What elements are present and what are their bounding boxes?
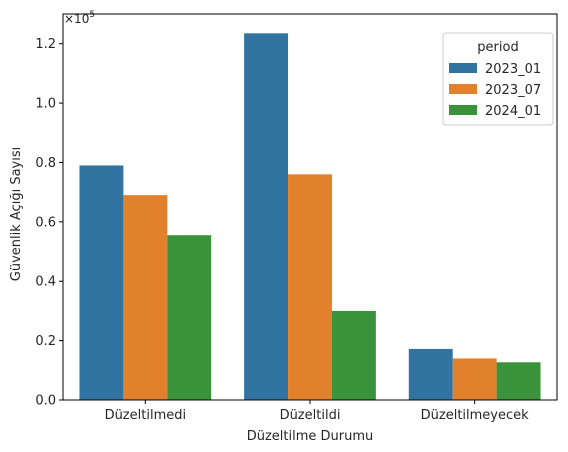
- x-tick-label: Düzeltilmeyecek: [421, 408, 530, 423]
- legend-items: 2023_01 2023_07 2024_01: [449, 62, 541, 119]
- legend: period 2023_01 2023_07 2024_01: [442, 32, 554, 126]
- bar-2024_01-2: [496, 362, 541, 400]
- bar-2023_07-0: [123, 195, 168, 400]
- y-offset-exponent: 5: [89, 10, 95, 20]
- x-axis: Düzeltilmedi Düzeltildi Düzeltilmeyecek: [105, 400, 530, 423]
- bars-group: [79, 33, 541, 401]
- legend-box: [442, 32, 554, 126]
- y-tick-label: 1.0: [35, 97, 56, 112]
- y-tick-label: 0.4: [35, 275, 56, 290]
- y-tick-label: 0.0: [35, 394, 56, 409]
- y-offset-text: ×105: [64, 10, 95, 26]
- y-tick-label: 0.2: [35, 334, 56, 349]
- x-axis-label: Düzeltilme Durumu: [247, 429, 374, 444]
- x-tick-label: Düzeltilmedi: [105, 408, 187, 423]
- y-axis: 0.0 0.2 0.4 0.6 0.8 1.0 1.2: [35, 37, 63, 409]
- x-tick-label: Düzeltildi: [280, 408, 341, 423]
- y-tick-label: 0.8: [35, 156, 56, 171]
- legend-swatch-2024_01: [449, 105, 477, 115]
- bar-2023_01-2: [408, 348, 453, 400]
- legend-label-2023_07: 2023_07: [485, 83, 541, 98]
- y-axis-label: Güvenlik Açığı Sayısı: [9, 147, 24, 281]
- y-tick-label: 1.2: [35, 37, 56, 52]
- legend-label-2024_01: 2024_01: [485, 104, 541, 119]
- y-offset-base: ×10: [64, 12, 89, 26]
- legend-label-2023_01: 2023_01: [485, 62, 541, 77]
- bar-2023_07-1: [288, 174, 332, 400]
- legend-swatch-2023_01: [449, 63, 477, 73]
- bar-2023_01-0: [79, 165, 124, 400]
- bar-2023_01-1: [244, 33, 289, 401]
- bar-2024_01-0: [167, 235, 212, 400]
- plot-frame: [62, 13, 558, 401]
- legend-swatch-2023_07: [449, 84, 477, 94]
- y-tick-label: 0.6: [35, 215, 56, 230]
- bar-2023_07-2: [452, 358, 497, 400]
- bar-2024_01-1: [331, 310, 376, 400]
- legend-title: period: [477, 40, 518, 55]
